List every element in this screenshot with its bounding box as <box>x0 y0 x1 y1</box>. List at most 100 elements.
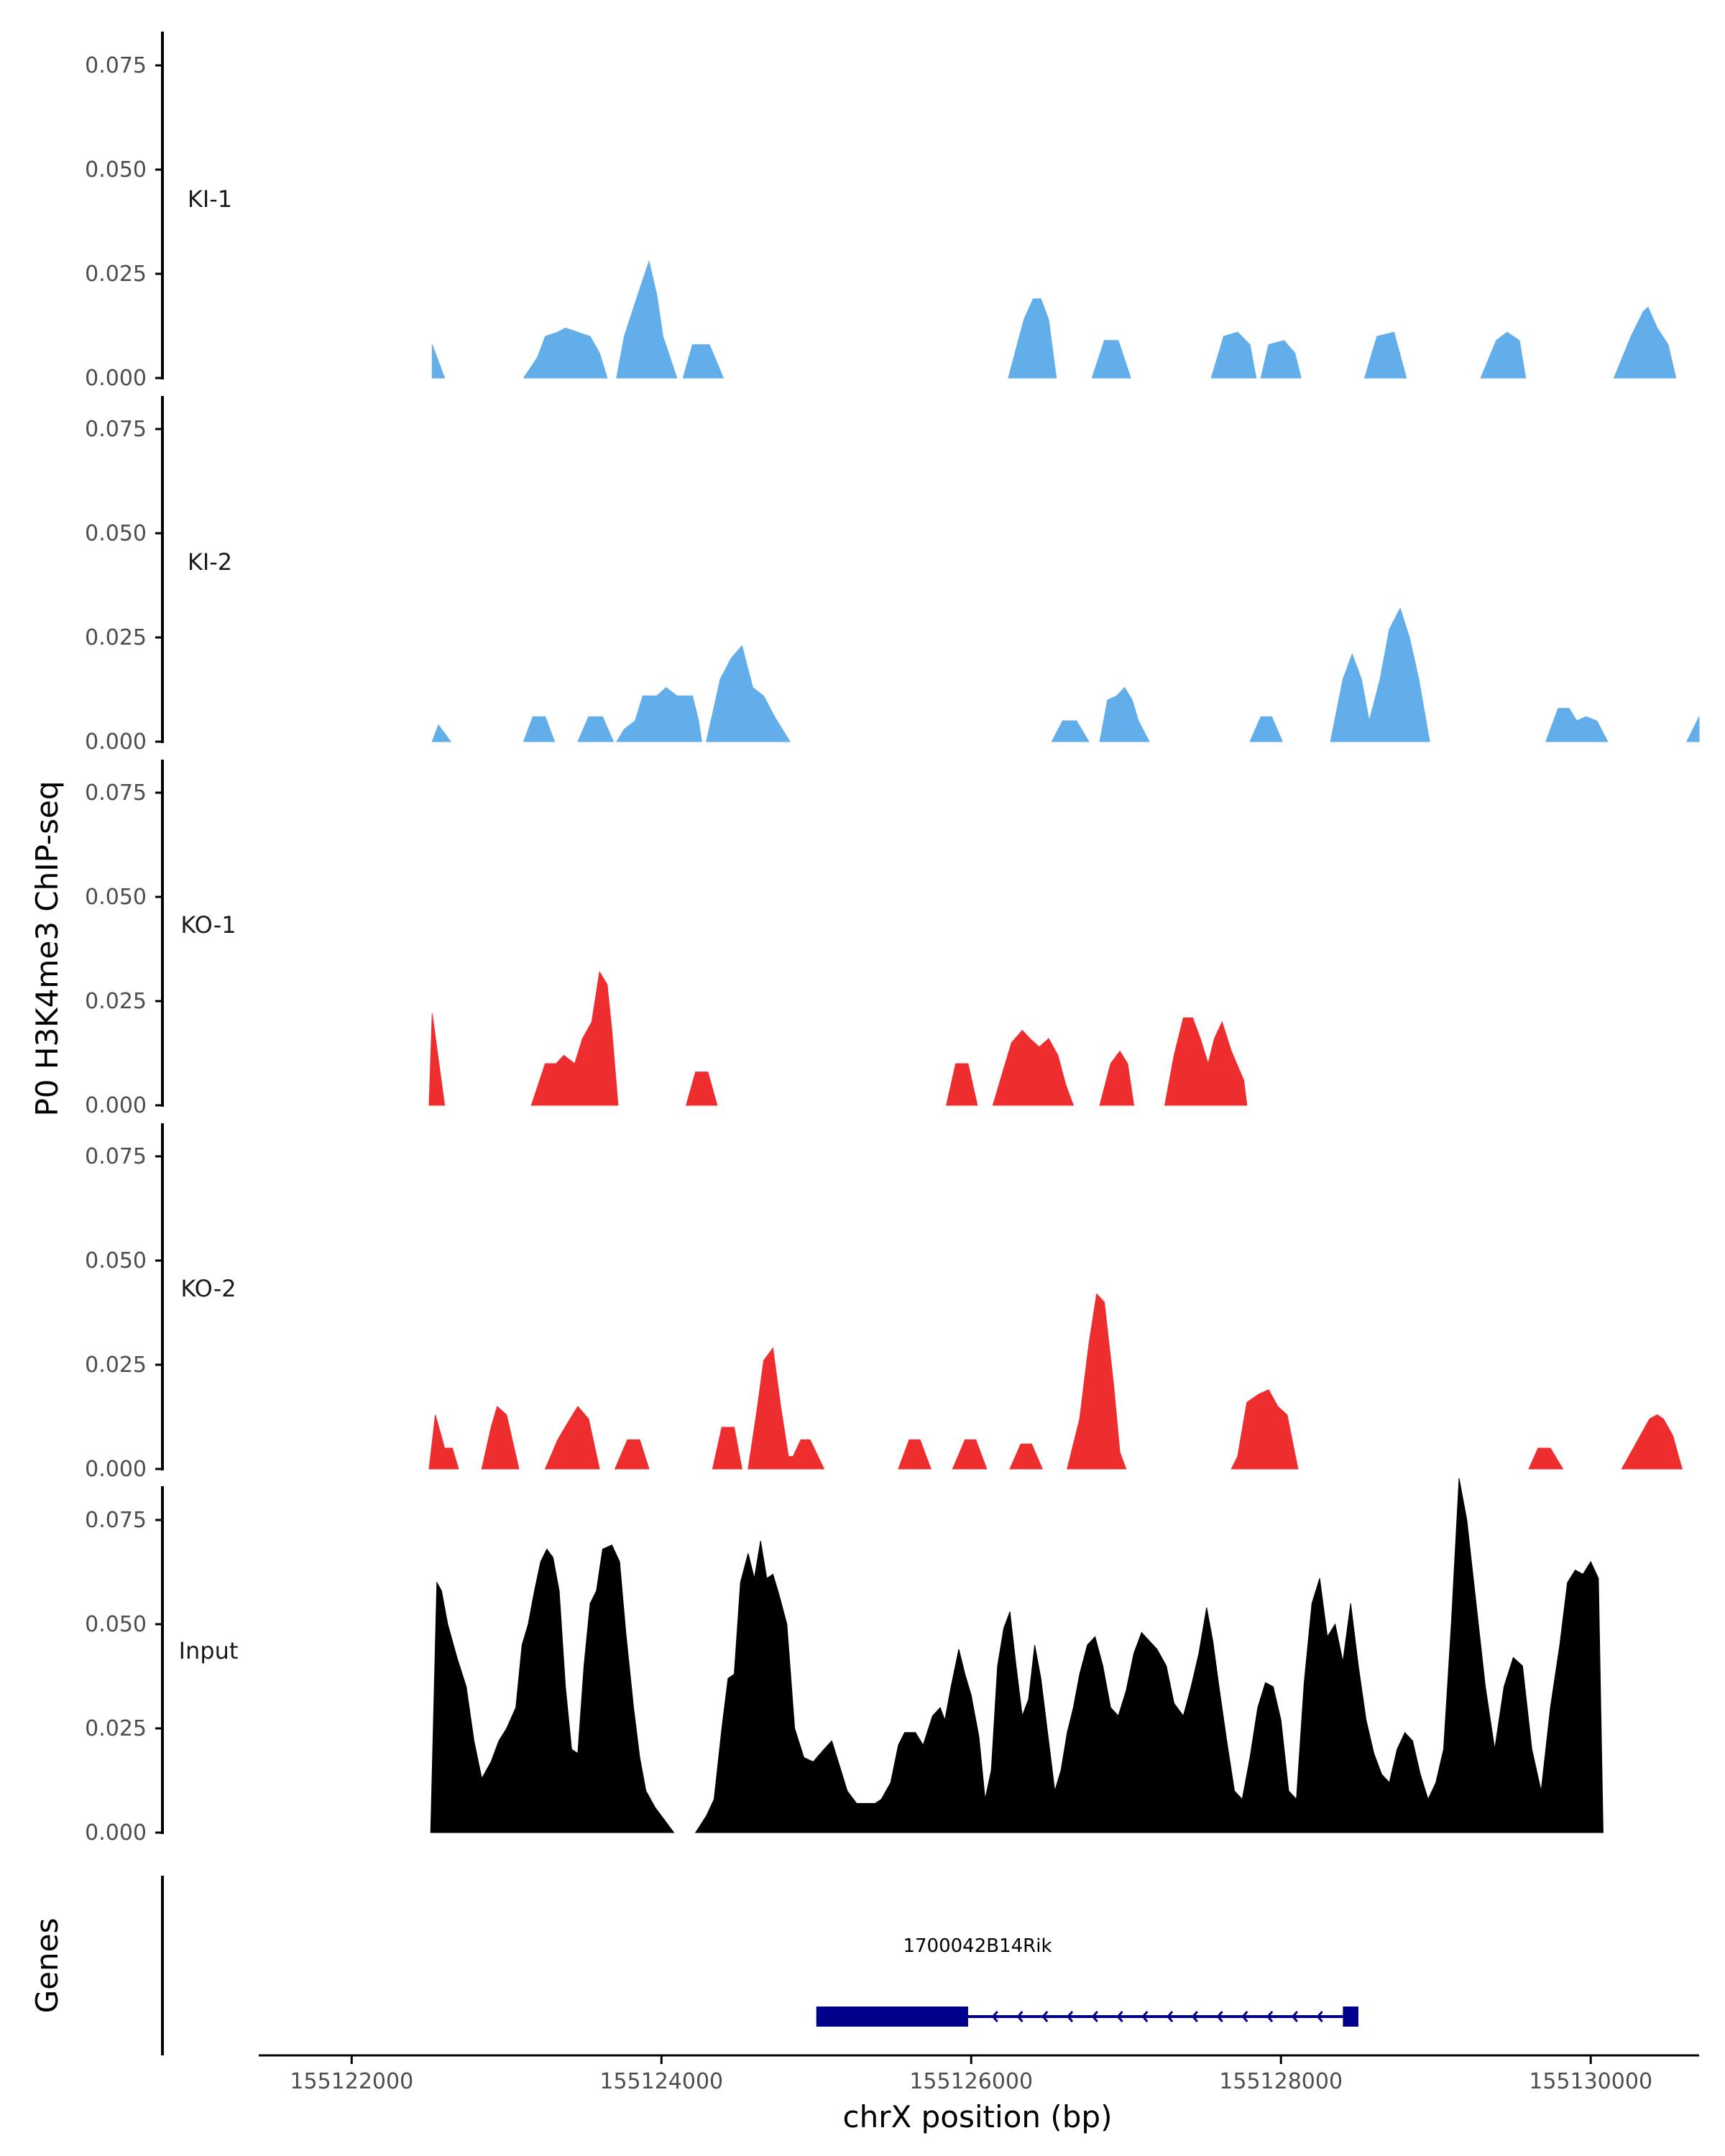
coverage-peak-ki-2 <box>431 724 452 742</box>
strand-arrow <box>1066 2011 1074 2022</box>
coverage-peak-ki-2 <box>1545 708 1609 742</box>
coverage-peak-ko-2 <box>544 1406 600 1470</box>
coverage-peak-ko-2 <box>481 1406 520 1470</box>
coverage-peak-ki-1 <box>616 259 678 379</box>
coverage-peak-ki-1 <box>431 344 446 379</box>
y-tick-label: 0.025 <box>85 625 147 650</box>
coverage-peak-ki-2 <box>1051 720 1090 742</box>
strand-arrow <box>1016 2011 1024 2022</box>
coverage-peak-ko-1 <box>428 1013 446 1106</box>
strand-arrow <box>1216 2011 1223 2022</box>
coverage-peak-ki-2 <box>615 686 702 742</box>
gene-panel: 1700042B14Rik <box>161 1876 1358 2055</box>
x-tick-label: 155130000 <box>1529 2069 1652 2094</box>
coverage-peak-ki-2 <box>1249 716 1284 742</box>
y-tick-label: 0.050 <box>85 521 147 546</box>
coverage-peak-ko-2 <box>748 1347 825 1470</box>
strand-arrow <box>991 2011 998 2022</box>
coverage-peak-ki-2 <box>1330 607 1430 742</box>
coverage-peak-ko-1 <box>686 1072 718 1106</box>
gene-exon-block <box>816 2007 968 2027</box>
y-axis-title: P0 H3K4me3 ChIP-seq <box>29 780 65 1116</box>
strand-arrow <box>1041 2011 1049 2022</box>
coverage-peak-ko-2 <box>1230 1389 1299 1470</box>
coverage-peak-ko-2 <box>952 1439 988 1470</box>
strand-arrow <box>1241 2011 1248 2022</box>
strand-arrow <box>1191 2011 1198 2022</box>
tracks-layer: 0.0000.0250.0500.075KI-10.0000.0250.0500… <box>85 32 1700 1846</box>
coverage-peak-ko-2 <box>1009 1443 1044 1470</box>
coverage-peak-ko-2 <box>614 1439 650 1470</box>
strand-arrow <box>1167 2011 1174 2022</box>
coverage-peak-ki-2 <box>1685 716 1700 742</box>
y-tick-label: 0.075 <box>85 1144 147 1169</box>
track-input: 0.000 0.025 0.050 0.075 Input <box>85 1478 1604 1846</box>
coverage-peak-input <box>694 1478 1604 1833</box>
coverage-peak-ko-1 <box>992 1029 1075 1106</box>
y-tick-label: 0.000 <box>85 1820 147 1846</box>
track-ki-2: 0.000 0.025 0.050 0.075 KI-2 <box>85 396 1700 755</box>
y-tick-label: 0.050 <box>85 1612 147 1637</box>
coverage-peak-ki-1 <box>1260 340 1302 379</box>
y-tick-label: 0.050 <box>85 885 147 910</box>
y-tick-label: 0.050 <box>85 157 147 183</box>
y-tick-label: 0.025 <box>85 1353 147 1378</box>
y-tick-label: 0.050 <box>85 1248 147 1273</box>
y-tick-label: 0.075 <box>85 1508 147 1533</box>
coverage-peak-ko-2 <box>1528 1447 1564 1470</box>
x-tick-label: 155124000 <box>599 2069 723 2094</box>
y-tick-label: 0.075 <box>85 417 147 442</box>
y-tick-label: 0.025 <box>85 262 147 287</box>
y-tick-label: 0.075 <box>85 780 147 806</box>
y-tick-label: 0.000 <box>85 1093 147 1118</box>
strand-arrow <box>1116 2011 1123 2022</box>
x-axis: 155122000 155124000 155126000 155128000 1551… <box>259 2054 1699 2094</box>
coverage-peak-ki-2 <box>577 716 615 742</box>
y-tick-label: 0.000 <box>85 1457 147 1482</box>
x-axis-title: chrX position (bp) <box>843 2099 1113 2134</box>
y-tick-label: 0.000 <box>85 729 147 755</box>
coverage-peak-ki-1 <box>1091 340 1131 379</box>
coverage-peak-ko-2 <box>712 1427 742 1470</box>
coverage-peak-ko-1 <box>530 970 619 1106</box>
coverage-peak-ko-2 <box>1067 1293 1127 1470</box>
coverage-peak-ki-1 <box>682 344 724 379</box>
strand-arrow <box>1316 2011 1323 2022</box>
y-tick-label: 0.025 <box>85 1716 147 1741</box>
strand-arrow <box>1266 2011 1274 2022</box>
track-label-ki-1: KI-1 <box>188 185 232 213</box>
coverage-peak-ko-1 <box>946 1063 978 1106</box>
track-ki-1: 0.000 0.025 0.050 0.075 KI-1 <box>85 32 1677 391</box>
coverage-peak-ki-1 <box>523 327 608 379</box>
coverage-peak-ki-1 <box>1210 331 1257 379</box>
x-tick-label: 155128000 <box>1219 2069 1343 2094</box>
coverage-peak-ki-1 <box>1008 298 1057 379</box>
coverage-peak-ki-2 <box>706 645 791 742</box>
coverage-peak-ki-1 <box>1480 331 1527 379</box>
track-label-ko-1: KO-1 <box>180 911 236 939</box>
x-ticks: 155122000 155124000 155126000 155128000 1551… <box>290 2055 1652 2094</box>
y-tick-label: 0.075 <box>85 53 147 78</box>
coverage-peak-input <box>430 1544 675 1833</box>
coverage-peak-ko-2 <box>428 1414 459 1470</box>
gene-model <box>816 2007 1358 2027</box>
x-tick-label: 155122000 <box>290 2069 413 2094</box>
track-label-ki-2: KI-2 <box>188 548 232 576</box>
strand-arrow <box>1141 2011 1149 2022</box>
y-tick-label: 0.000 <box>85 366 147 391</box>
coverage-peak-ko-1 <box>1099 1050 1135 1106</box>
track-ko-1: 0.000 0.025 0.050 0.075 KO-1 <box>85 760 1248 1118</box>
y-tick-label: 0.025 <box>85 989 147 1014</box>
coverage-peak-ko-1 <box>1164 1017 1248 1106</box>
coverage-peak-ki-2 <box>523 716 556 742</box>
coverage-peak-ki-2 <box>1099 686 1150 742</box>
coverage-peak-ki-1 <box>1613 306 1677 379</box>
coverage-peak-ki-1 <box>1363 331 1407 379</box>
track-ko-2: 0.000 0.025 0.050 0.075 KO-2 <box>85 1123 1683 1482</box>
strand-arrow <box>1291 2011 1298 2022</box>
strand-arrow <box>1091 2011 1098 2022</box>
gene-label: 1700042B14Rik <box>903 1935 1052 1957</box>
track-label-input: Input <box>179 1637 239 1664</box>
coverage-peak-ko-2 <box>898 1439 932 1470</box>
